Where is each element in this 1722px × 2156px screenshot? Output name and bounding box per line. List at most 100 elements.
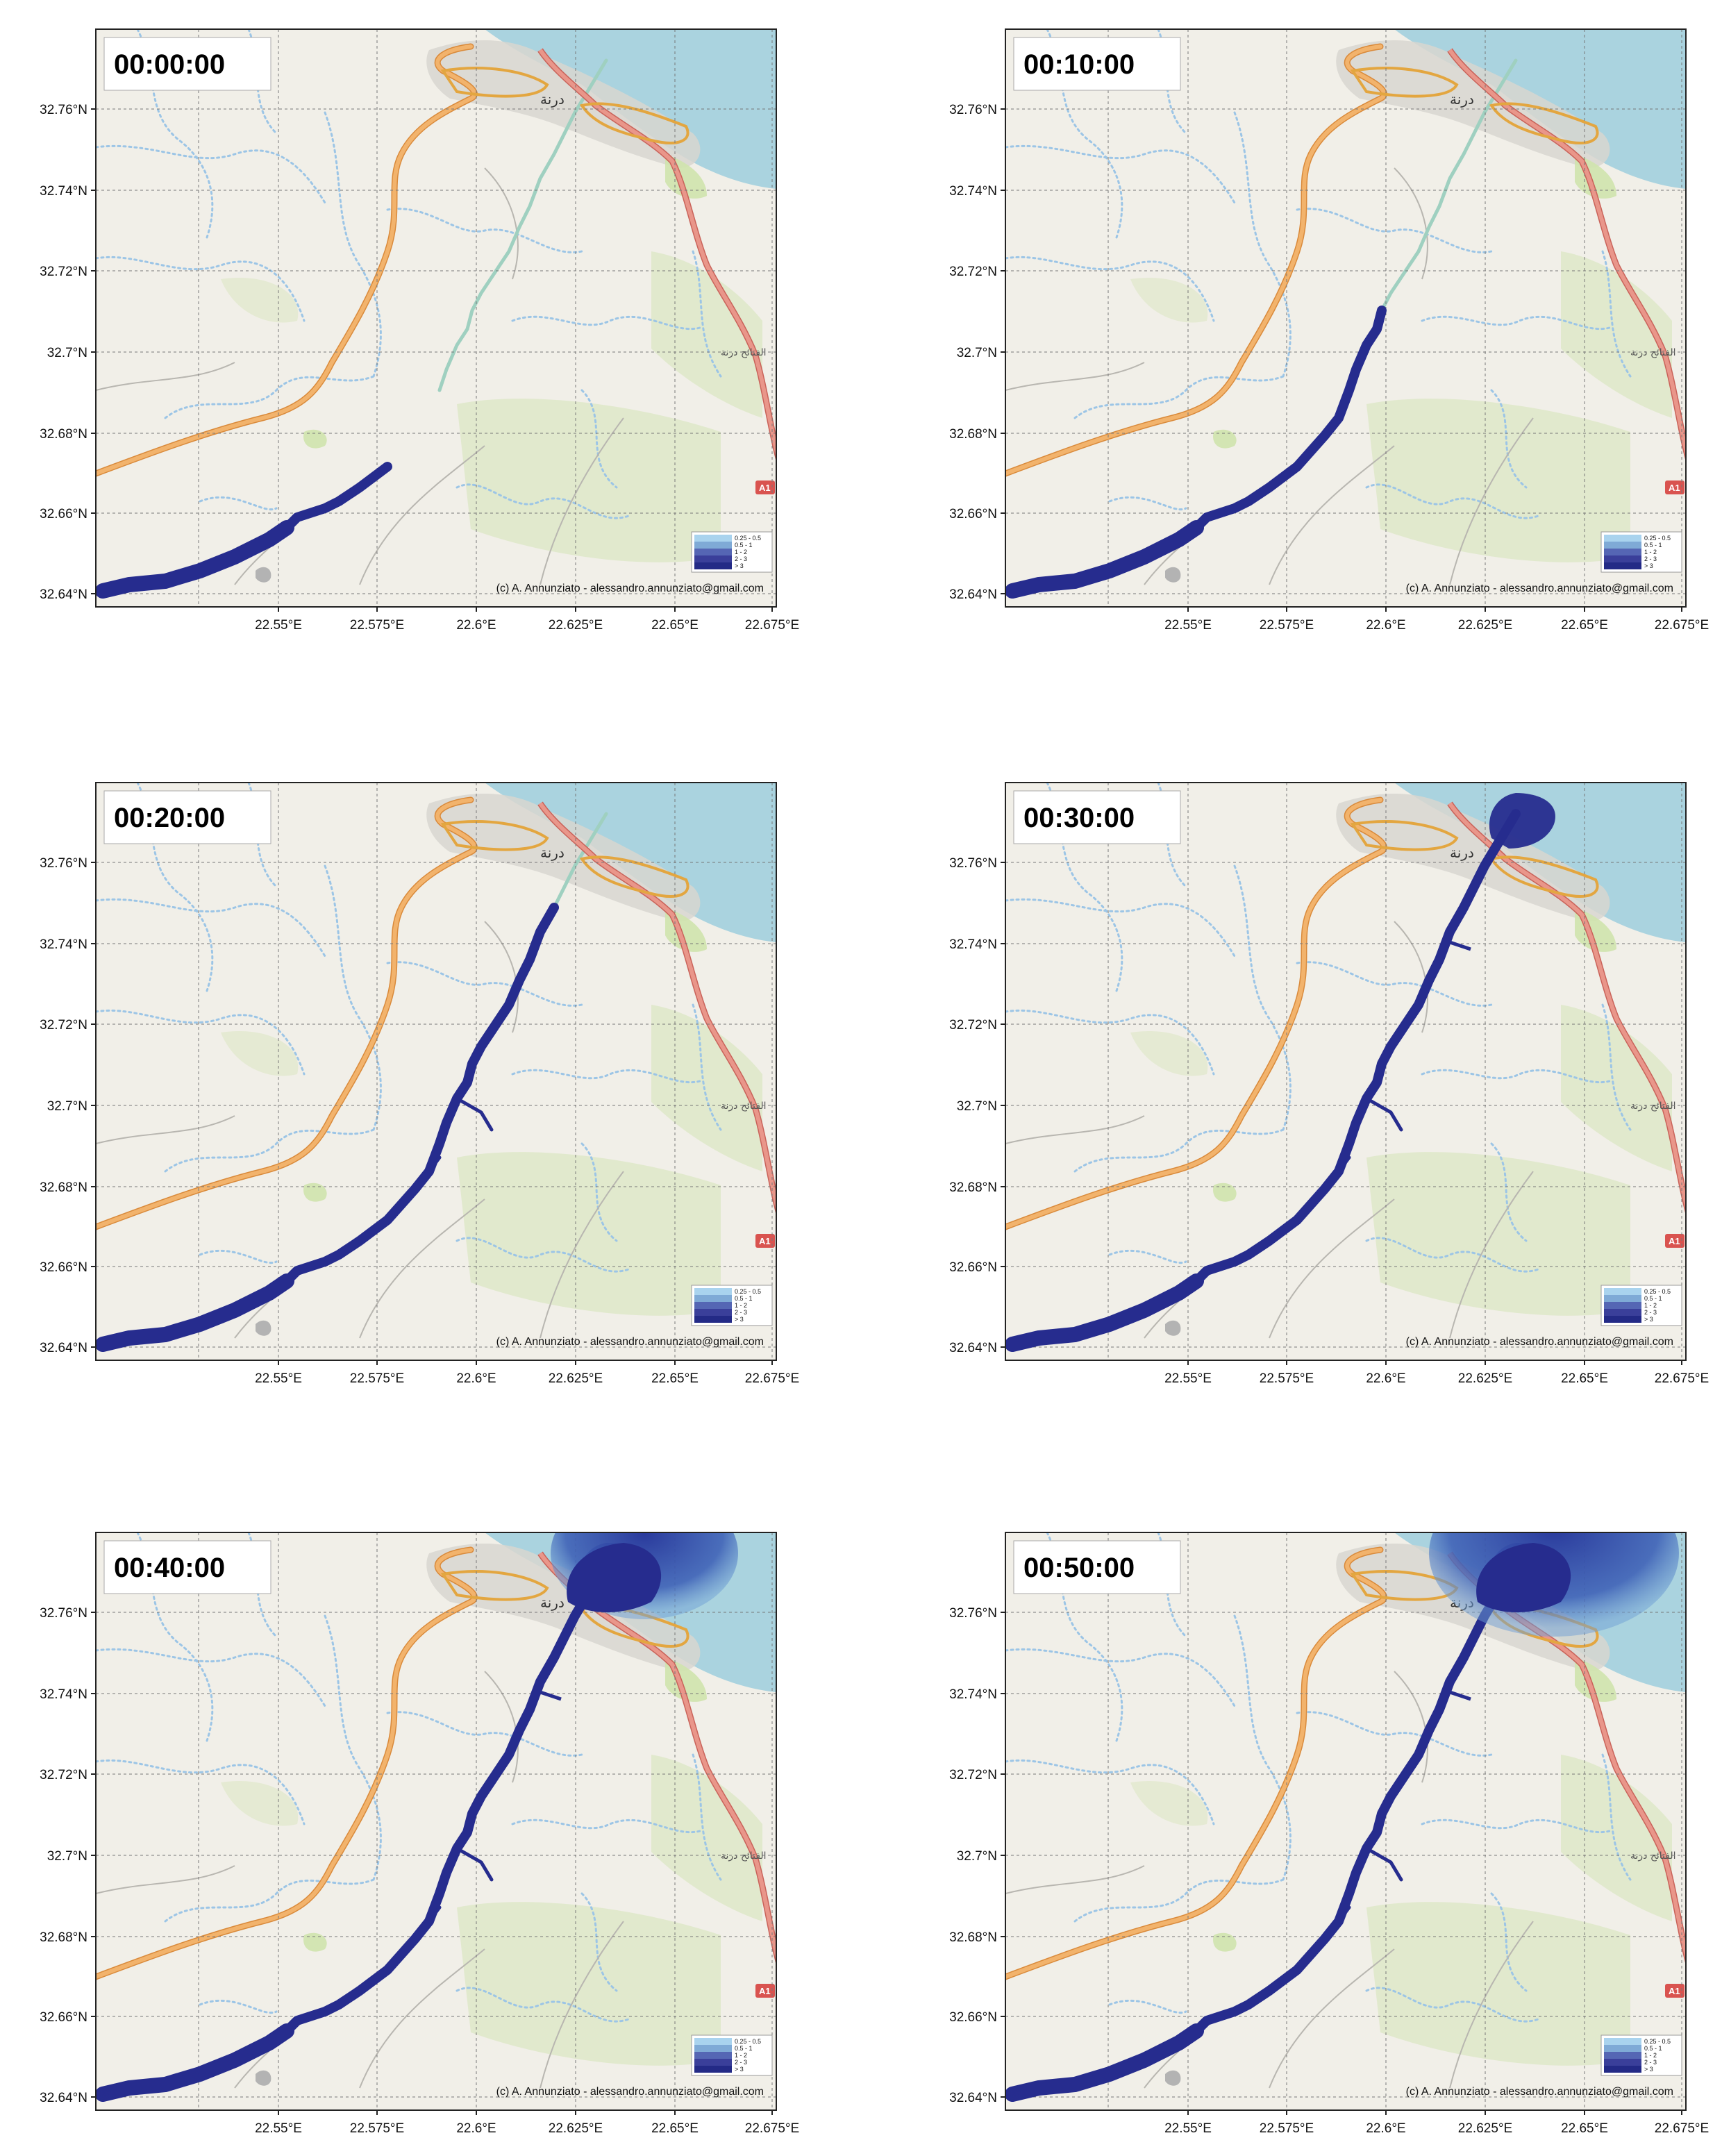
wadi-tributary (1490, 389, 1528, 489)
minor-track (359, 1948, 485, 2089)
reservoir (1165, 2070, 1181, 2086)
svg-text:00:00:00: 00:00:00 (114, 49, 225, 80)
lon-tick-label: 22.625°E (1458, 1371, 1512, 1386)
lat-tick-label: 32.68°N (949, 1930, 997, 1945)
road-shield-a1: A1 (755, 1234, 775, 1248)
lat-tick-label: 32.64°N (40, 587, 87, 602)
wadi-tributary (692, 1003, 722, 1131)
svg-text:1 - 2: 1 - 2 (735, 2052, 747, 2059)
park-area (1213, 1183, 1237, 1202)
wadi-tributary (1421, 1819, 1611, 1833)
svg-text:> 3: > 3 (735, 1316, 744, 1323)
flood-branch (540, 1690, 562, 1701)
wadi-tributary (1233, 111, 1292, 378)
lon-tick-label: 22.575°E (350, 1371, 404, 1386)
depth-legend: 0.25 - 0.50.5 - 11 - 22 - 3> 3 (691, 531, 773, 573)
lon-tick-label: 22.55°E (255, 618, 302, 633)
flood-branch (1364, 1846, 1403, 1882)
park-area (1561, 251, 1672, 418)
time-label-box: 00:20:00 (103, 790, 271, 844)
minor-track (1394, 921, 1428, 1033)
svg-text:0.25 - 0.5: 0.25 - 0.5 (1644, 2038, 1671, 2045)
lat-tick-label: 32.72°N (949, 1018, 997, 1033)
legend-item: 1 - 2 (694, 2052, 747, 2059)
park-area (303, 1932, 327, 1952)
wadi-tributary (1005, 1759, 1215, 1825)
lat-tick-label: 32.64°N (40, 2091, 87, 2105)
flood-branch (1449, 940, 1471, 951)
svg-text:> 3: > 3 (1644, 2066, 1653, 2073)
map-frame (95, 782, 777, 1361)
park-area (457, 1152, 721, 1316)
lat-tick-label: 32.72°N (949, 1768, 997, 1782)
svg-text:> 3: > 3 (1644, 1316, 1653, 1323)
graticule (96, 29, 776, 607)
legend-item: 0.5 - 1 (694, 2045, 753, 2052)
lon-tick-label: 22.65°E (1561, 618, 1608, 633)
svg-text:A1: A1 (1669, 483, 1680, 493)
svg-text:2 - 3: 2 - 3 (1644, 2059, 1657, 2066)
lat-tick-label: 32.76°N (40, 103, 87, 117)
legend-item: 2 - 3 (1604, 2059, 1657, 2066)
wadi-tributary (1490, 1892, 1528, 1992)
graticule (96, 1532, 776, 2110)
lon-tick-label: 22.6°E (456, 618, 496, 633)
park-area (651, 251, 762, 418)
suburb-label: الفتائح درنة (1630, 1101, 1676, 1112)
lat-tick-label: 32.7°N (957, 346, 997, 360)
minor-track (540, 417, 624, 585)
lat-tick-label: 32.68°N (40, 427, 87, 442)
minor-track (96, 362, 235, 391)
lat-tick-label: 32.74°N (40, 1687, 87, 1702)
park-area (303, 1183, 327, 1202)
flood-extent-wide (1005, 2023, 1204, 2102)
map-area: درنة الفتائح درنة A1 0.25 - 0.50.5 - 11 - 2… (96, 1532, 776, 2110)
minor-track (484, 1671, 519, 1783)
svg-text:00:50:00: 00:50:00 (1023, 1553, 1135, 1583)
map-area: درنة الفتائح درنة A1 0.25 - 0.50.5 - 11 - 2… (96, 783, 776, 1360)
svg-text:1 - 2: 1 - 2 (1644, 549, 1657, 555)
lon-tick-label: 22.625°E (549, 618, 603, 633)
lat-tick-label: 32.7°N (47, 1849, 87, 1864)
legend-item: 0.5 - 1 (694, 1295, 753, 1302)
wadi-tributary (1073, 1128, 1285, 1173)
depth-legend: 0.25 - 0.50.5 - 11 - 22 - 3> 3 (691, 2034, 773, 2076)
wadi-tributary (692, 1753, 722, 1881)
minor-track (540, 1921, 624, 2089)
lat-tick-label: 32.7°N (47, 346, 87, 360)
lat-tick-label: 32.74°N (949, 1687, 997, 1702)
park-area (1130, 278, 1208, 323)
legend-item: 0.5 - 1 (1604, 1295, 1662, 1302)
legend-item: 0.25 - 0.5 (1604, 1288, 1671, 1295)
legend-item: 0.5 - 1 (1604, 542, 1662, 549)
minor-track (359, 445, 485, 585)
lat-tick-label: 32.64°N (949, 587, 997, 602)
wadi-derna-channel (437, 58, 608, 392)
svg-text:1 - 2: 1 - 2 (1644, 1302, 1657, 1309)
wadi-tributary (164, 1128, 375, 1173)
reservoir (256, 567, 271, 583)
svg-text:1 - 2: 1 - 2 (735, 1302, 747, 1309)
secondary-road (1005, 798, 1387, 1229)
svg-text:0.25 - 0.5: 0.25 - 0.5 (1644, 535, 1671, 542)
flood-branch (483, 1023, 497, 1042)
flood-extent-wide (96, 520, 294, 599)
legend-item: 1 - 2 (1604, 2052, 1657, 2059)
lat-tick-label: 32.72°N (40, 1018, 87, 1033)
map-frame (95, 1532, 777, 2111)
wadi-tributary (1005, 898, 1236, 958)
secondary-road (96, 798, 477, 1229)
minor-track (1269, 1198, 1395, 1339)
lon-tick-label: 22.65°E (651, 1371, 699, 1386)
wadi-tributary (96, 1759, 306, 1825)
lat-tick-label: 32.66°N (40, 507, 87, 521)
wadi-tributary (1233, 1614, 1292, 1881)
minor-track (540, 1171, 624, 1339)
legend-item: 1 - 2 (1604, 1302, 1657, 1309)
lat-tick-label: 32.66°N (40, 2010, 87, 2025)
svg-text:A1: A1 (759, 1986, 771, 1996)
depth-legend: 0.25 - 0.50.5 - 11 - 22 - 3> 3 (1600, 531, 1682, 573)
